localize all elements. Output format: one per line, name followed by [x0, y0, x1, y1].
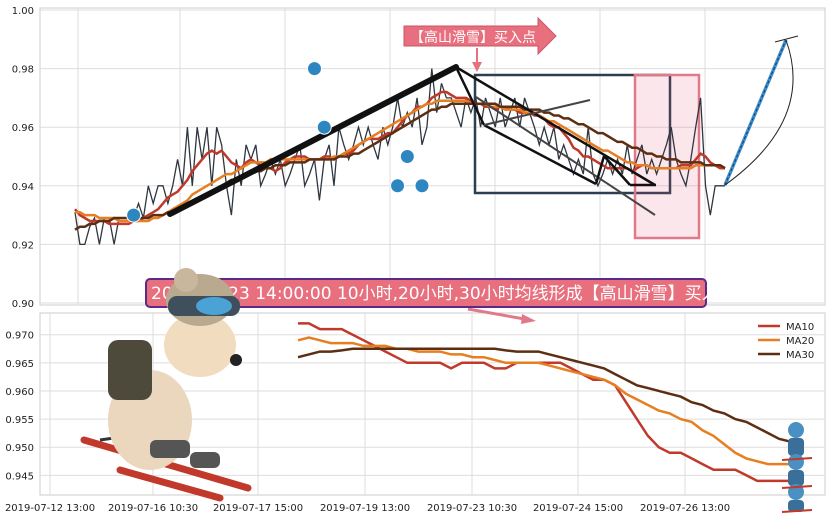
x-tick-label: 2019-07-24 15:00	[533, 503, 623, 514]
top-plot-frame	[39, 7, 826, 306]
bottom-series-line-MA30	[297, 347, 791, 443]
callout-box	[403, 16, 557, 56]
bottom-series	[297, 322, 791, 483]
small-skiers-illustration	[781, 422, 813, 513]
bottom-y-tick-label: 0.965	[5, 359, 34, 370]
signal-banner: 2019-07-23 14:00:00 10小时,20小时,30小时均线形成【高…	[145, 278, 736, 308]
projection-tick	[774, 35, 799, 43]
projection-arc	[724, 39, 794, 186]
bottom-x-ticks: 2019-07-12 13:00 2019-07-16 10:30 2019-07-…	[5, 503, 730, 514]
bottom-y-tick-label: 0.945	[5, 471, 34, 482]
bottom-y-tick-label: 0.955	[5, 415, 34, 426]
x-tick-label: 2019-07-23 10:30	[427, 503, 517, 514]
pattern-line-h	[483, 99, 591, 126]
pattern-line-d	[483, 123, 597, 186]
legend: MA10 MA20 MA30	[758, 322, 814, 361]
top-y-tick-label: 0.98	[12, 65, 34, 76]
pattern-line-a	[455, 65, 656, 187]
projection-arrow-dash	[724, 39, 787, 186]
x-tick-label: 2019-07-26 13:00	[640, 503, 730, 514]
pattern-line-c	[454, 66, 486, 126]
top-series-line-2	[75, 99, 726, 223]
x-tick-label: 2019-07-17 15:00	[213, 503, 303, 514]
callout: 【高山滑雪】买入点	[403, 16, 557, 72]
pattern-point	[126, 207, 142, 223]
skier-dog-illustration	[80, 268, 252, 502]
top-y-ticks: 1.00 0.98 0.96 0.94 0.92 0.90	[12, 6, 34, 310]
x-tick-label: 2019-07-19 13:00	[320, 503, 410, 514]
top-series-line-1	[74, 90, 725, 226]
top-y-tick-label: 0.96	[12, 123, 34, 134]
banner-text: 2019-07-23 14:00:00 10小时,20小时,30小时均线形成【高…	[151, 284, 736, 304]
top-y-tick-label: 0.94	[12, 182, 34, 193]
top-y-tick-label: 0.92	[12, 240, 34, 251]
bottom-y-tick-label: 0.960	[5, 387, 34, 398]
signal-zone	[633, 73, 701, 240]
top-panel: 1.00 0.98 0.96 0.94 0.92 0.90 【高山滑雪】买入点	[12, 6, 826, 310]
pattern-line-f	[603, 155, 631, 186]
callout-pointer-head	[472, 62, 482, 72]
legend-label: MA20	[786, 336, 814, 347]
callout-text: 【高山滑雪】买入点	[410, 29, 536, 46]
top-markers	[126, 61, 430, 223]
uptrend-line	[167, 64, 459, 217]
banner-box	[145, 278, 707, 308]
pattern-line-e	[594, 155, 606, 185]
x-tick-label: 2019-07-12 13:00	[5, 503, 95, 514]
top-y-tick-label: 1.00	[12, 6, 34, 17]
bottom-series-line-MA20	[297, 336, 790, 466]
pattern-line-b	[475, 96, 656, 216]
x-tick-label: 2019-07-16 10:30	[108, 503, 198, 514]
bottom-y-tick-label: 0.950	[5, 443, 34, 454]
bottom-y-ticks: 0.970 0.965 0.960 0.955 0.950 0.945	[5, 331, 34, 483]
legend-label: MA10	[786, 322, 814, 333]
bottom-y-tick-label: 0.970	[5, 331, 34, 342]
pattern-point	[306, 61, 322, 77]
top-y-tick-label: 0.90	[12, 299, 34, 310]
pattern-point	[399, 149, 415, 164]
legend-label: MA30	[786, 350, 814, 361]
pattern-point	[316, 119, 332, 135]
pattern-point	[414, 178, 430, 194]
banner-pointer	[467, 307, 531, 322]
banner-pointer-head	[521, 314, 536, 324]
pattern-point	[390, 178, 406, 194]
